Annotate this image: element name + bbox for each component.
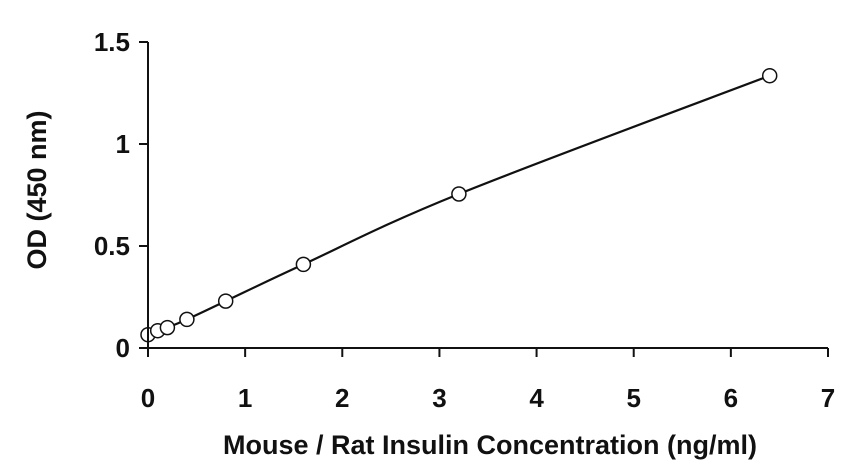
x-axis-title: Mouse / Rat Insulin Concentration (ng/ml… <box>223 430 757 460</box>
plot-area <box>140 67 778 343</box>
x-tick-label: 2 <box>335 383 349 413</box>
y-axis-title: OD (450 nm) <box>22 110 52 269</box>
data-point <box>159 319 176 336</box>
y-tick-label: 0 <box>116 333 130 363</box>
fit-curve-layer <box>147 74 771 336</box>
x-tick-label: 4 <box>529 383 544 413</box>
data-point <box>761 67 778 84</box>
x-tick-label: 1 <box>238 383 252 413</box>
x-tick-label: 7 <box>821 383 835 413</box>
y-tick-label: 0.5 <box>94 231 130 261</box>
data-point <box>179 311 195 328</box>
data-point <box>295 256 312 273</box>
y-tick-label: 1 <box>116 129 130 159</box>
y-tick-label: 1.5 <box>94 27 130 57</box>
x-tick-label: 6 <box>724 383 738 413</box>
data-point-layer <box>140 67 778 343</box>
data-point <box>217 293 234 309</box>
x-tick-label: 3 <box>432 383 446 413</box>
axes: 0 0.5 1 1.5 0 1 2 3 4 5 6 7 <box>94 27 835 413</box>
x-tick-label: 5 <box>626 383 640 413</box>
y-axis-ticks: 0 0.5 1 1.5 <box>94 27 148 363</box>
fit-curve <box>147 74 771 336</box>
x-axis-ticks: 0 1 2 3 4 5 6 7 <box>141 348 835 413</box>
x-tick-label: 0 <box>141 383 155 413</box>
data-point <box>451 186 467 202</box>
